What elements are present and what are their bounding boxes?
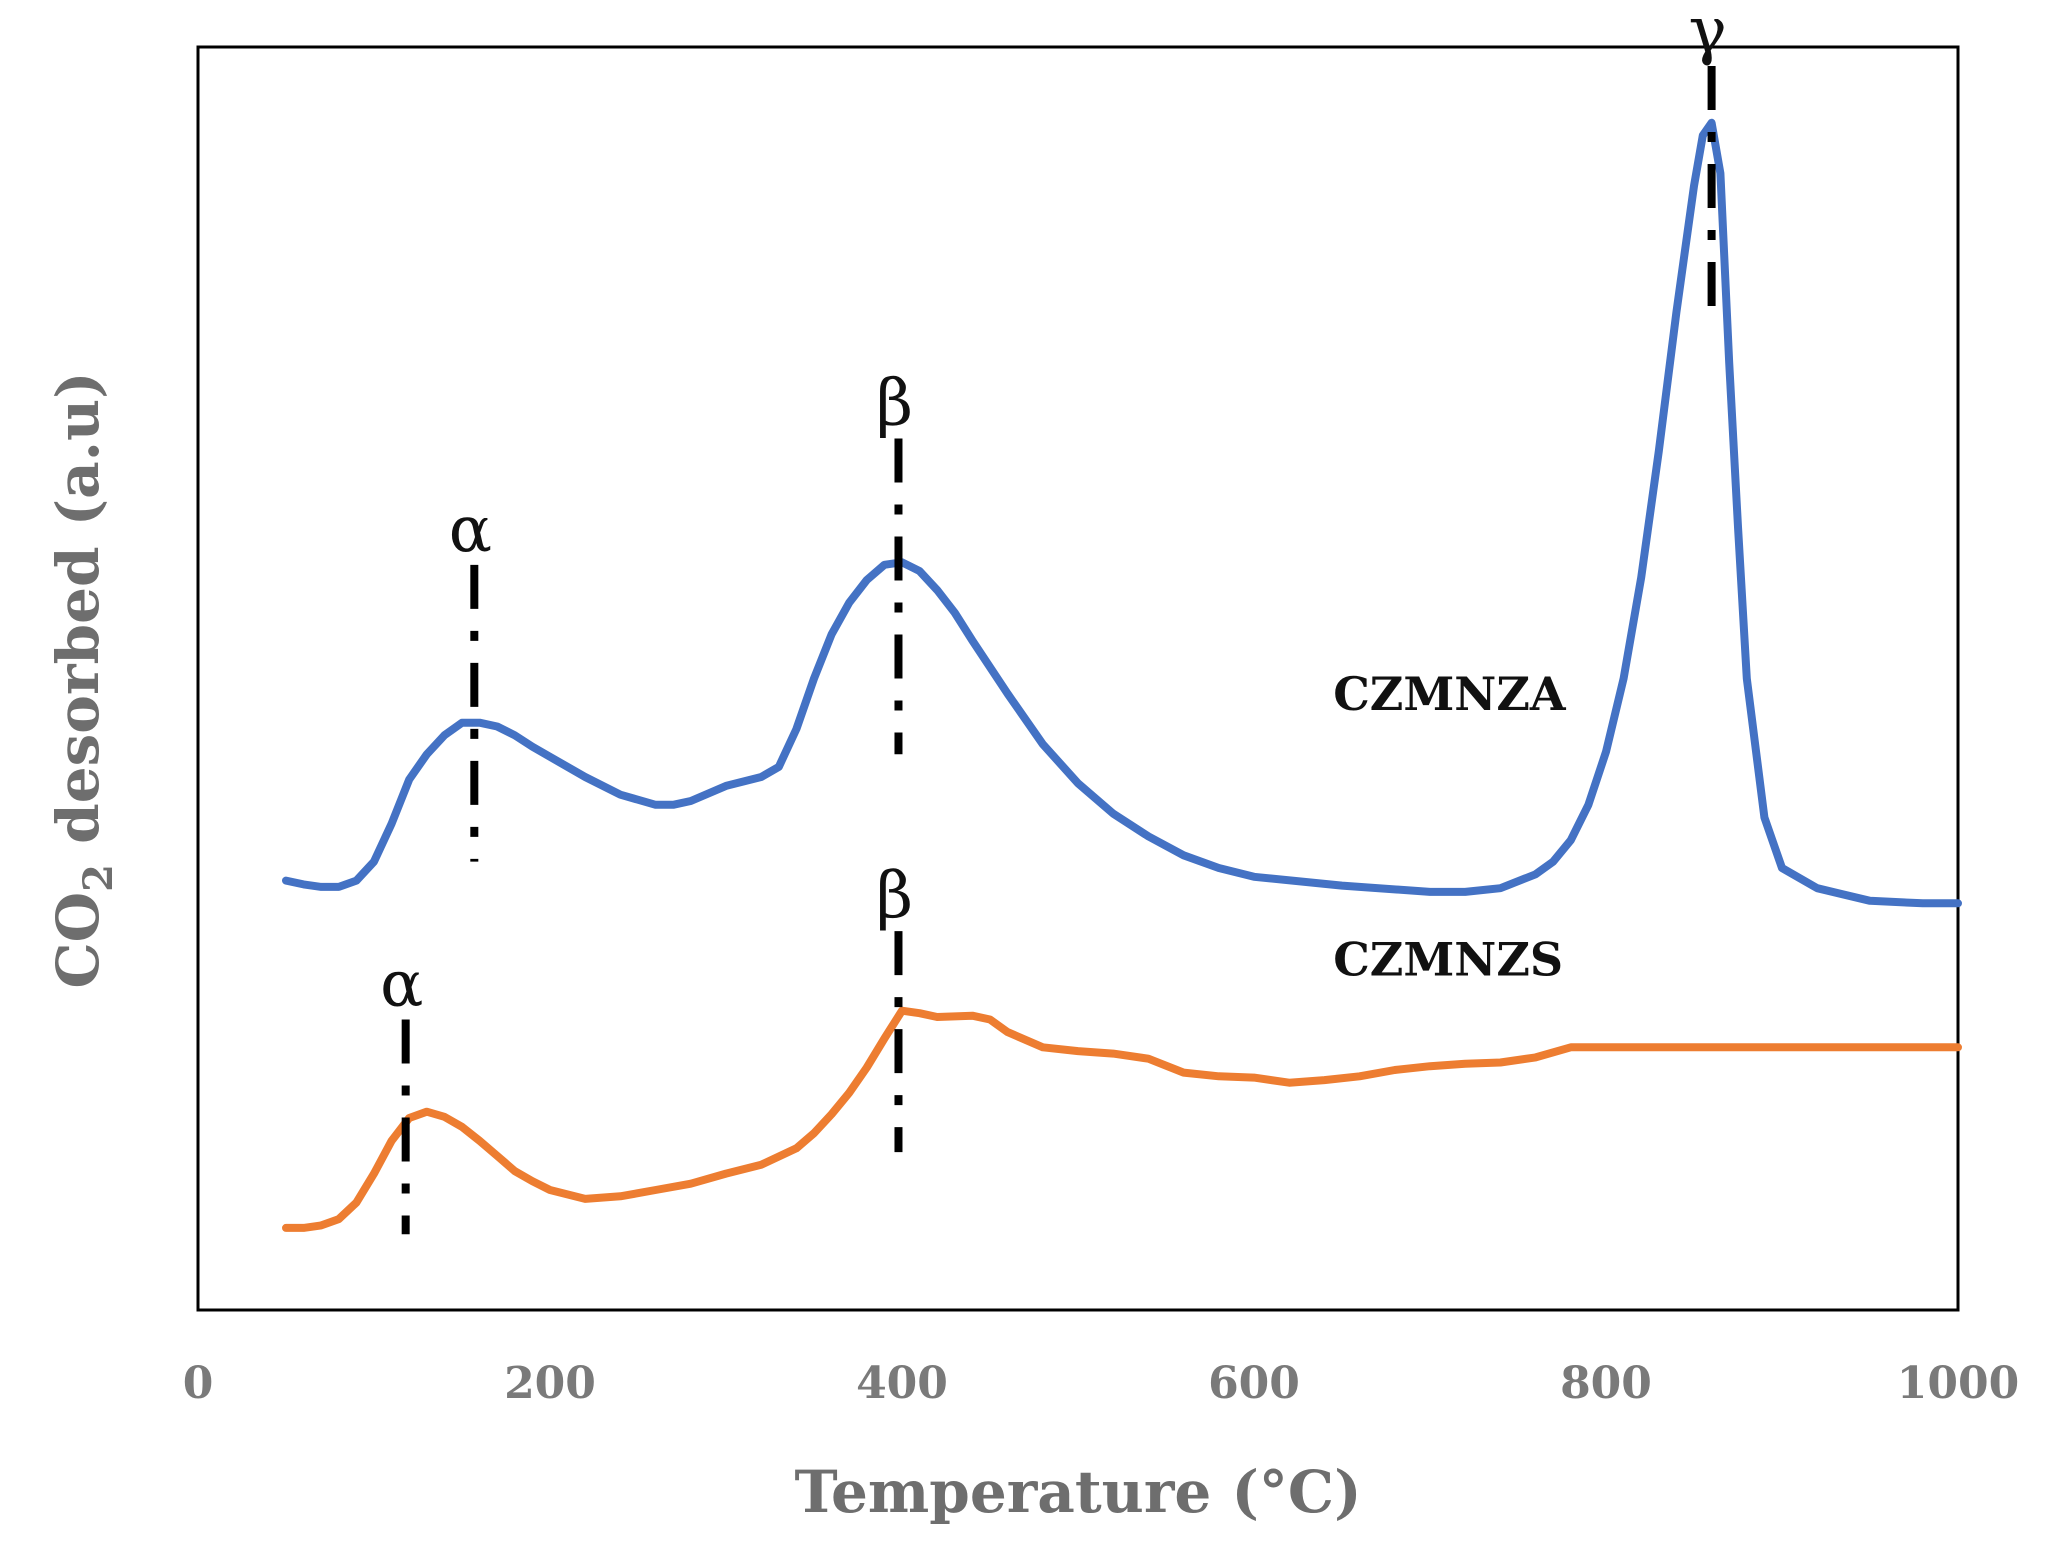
peak-label-czmnza-0: α <box>449 493 492 567</box>
series-label-czmnzs: CZMNZS <box>1333 932 1563 986</box>
x-tick-label: 1000 <box>1897 1358 2019 1409</box>
x-tick-label: 600 <box>1208 1358 1300 1409</box>
series-line-czmnza <box>282 118 1962 908</box>
peak-label-czmnza-1: β <box>876 367 913 441</box>
peak-label-czmnza-2: γ <box>1688 0 1726 68</box>
peak-label-czmnzs-4: β <box>876 859 913 933</box>
y-axis-title-rest: desorbed (a.u) <box>44 371 112 864</box>
x-tick-label: 400 <box>856 1358 948 1409</box>
y-axis-title-subscript: 2 <box>75 864 122 892</box>
peak-label-czmnzs-3: α <box>380 948 423 1022</box>
x-tick-label: 0 <box>183 1358 214 1409</box>
x-tick-label: 800 <box>1560 1358 1652 1409</box>
x-axis-title: Temperature (°C) <box>794 1458 1361 1526</box>
series-label-czmnza: CZMNZA <box>1333 667 1567 721</box>
series-line-czmnzs <box>282 1006 1962 1232</box>
y-axis-title-main: CO <box>44 892 112 989</box>
x-tick-label: 200 <box>504 1358 596 1409</box>
x-tick-labels: 0 200 400 600 800 1000 <box>183 1358 2020 1409</box>
y-axis-title: CO2 desorbed (a.u) <box>44 371 122 988</box>
annotation-layer: α β γ α β <box>380 0 1727 1235</box>
plot-frame <box>196 45 1960 1312</box>
series-layer: CZMNZA CZMNZS <box>282 118 1962 1232</box>
